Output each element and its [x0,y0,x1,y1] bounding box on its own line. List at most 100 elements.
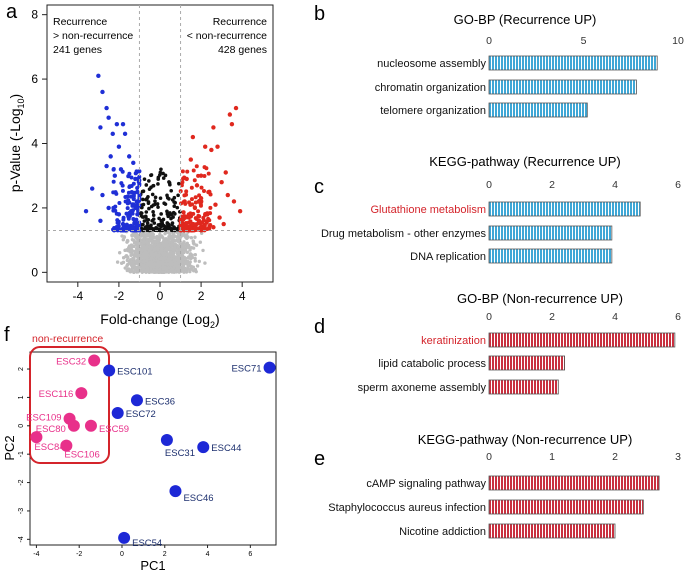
volcano-gray-point [156,270,161,274]
volcano-red-point [195,227,200,232]
volcano-gray-point [164,244,169,248]
volcano-x-tick-label: -4 [72,289,83,303]
volcano-black-point [151,184,155,188]
volcano-gray-point [131,244,136,248]
volcano-red-point [191,168,196,173]
volcano-blue-point [131,181,136,186]
pca-point-label: ESC46 [183,493,213,504]
bar [488,355,565,371]
volcano-gray-point [122,235,127,239]
volcano-gray-point [192,242,196,246]
bar [488,225,613,241]
pca-x-tick-label: 6 [248,551,252,558]
annotation-right-line2: < non-recurrence [187,30,267,42]
non-recurrence-group-box [29,346,110,464]
volcano-blue-point [135,185,140,190]
volcano-red-point [193,225,198,230]
volcano-red-point [190,202,195,207]
volcano-black-point [165,196,170,200]
chart-ticks: 0 1 2 3 [486,451,681,463]
volcano-gray-point [188,248,192,252]
volcano-blue-point [98,125,103,130]
volcano-gray-point [171,254,175,258]
volcano-gray-point [125,258,129,263]
volcano-blue-point [120,121,126,127]
volcano-black-point [168,182,172,187]
x-tick-label: 5 [581,35,587,47]
pca-y-tick-label: 0 [18,424,25,428]
volcano-gray-point [167,269,171,274]
volcano-gray-point [157,257,162,261]
volcano-blue-point [135,199,140,204]
volcano-black-point [144,210,149,214]
volcano-black-point [167,213,172,218]
volcano-gray-point [121,260,126,265]
chart-title: GO-BP (Recurrence UP) [454,12,597,27]
volcano-red-point [190,221,196,227]
volcano-black-point [172,200,176,204]
category-label: lipid catabolic process [378,358,486,370]
x-tick-label: 4 [612,311,618,323]
volcano-blue-point [104,163,109,169]
volcano-gray-point [137,259,141,264]
volcano-gray-point [181,266,185,271]
volcano-black-point [150,192,155,197]
volcano-black-point [139,211,144,215]
volcano-gray-point [193,259,197,263]
volcano-gray-point [121,256,126,260]
volcano-blue-point [108,154,113,159]
volcano-gray-point [153,262,157,267]
volcano-gray-point [150,236,155,240]
chart-bars [488,332,676,395]
chart-categories: keratinization lipid catabolic process spe… [358,335,487,394]
volcano-black-point [162,201,166,205]
volcano-x-tick-label: 4 [239,289,246,303]
volcano-gray-point [193,256,197,261]
volcano-gray-point [193,235,197,239]
volcano-red-point [192,178,197,183]
volcano-gray-point [151,232,156,237]
volcano-black-point [152,221,157,225]
panel-letter-f: f [4,324,10,346]
volcano-red-point [227,112,233,117]
volcano-blue-point [127,184,132,189]
volcano-blue-point [121,217,126,222]
volcano-black-point [166,226,170,231]
volcano-gray-point [149,267,153,272]
volcano-gray-point [177,239,181,244]
volcano-blue-point [106,115,111,120]
volcano-red-point [202,189,207,194]
volcano-red-point [208,205,213,210]
volcano-black-point [158,196,163,201]
volcano-red-point [231,199,237,204]
pca-point-label: ESC32 [56,357,86,368]
x-tick-label: 10 [672,35,684,47]
volcano-black-point [145,221,150,225]
volcano-red-point [198,196,204,201]
volcano-black-point [145,196,149,201]
volcano-gray-point [169,235,173,239]
bar [488,201,641,217]
pca-point-esc44 [197,441,210,454]
non-recurrence-group-label: non-recurrence [32,333,103,345]
volcano-gray-point [183,248,188,252]
volcano-gray-point [155,265,160,269]
chart-bars [488,201,641,264]
pca-point-esc101 [103,364,116,377]
volcano-gray-point [117,251,122,255]
x-tick-label: 2 [549,179,555,191]
volcano-gray-point [182,255,187,260]
volcano-blue-point [125,206,130,211]
volcano-x-tick-label: -2 [114,289,125,303]
category-label: chromatin organization [375,82,486,94]
pca-point-esc116 [75,387,88,400]
annotation-left-line1: Recurrence [53,16,107,28]
volcano-red-point [213,202,218,207]
volcano-gray-point [143,233,148,238]
volcano-red-point [207,189,212,195]
volcano-red-point [203,144,208,149]
volcano-blue-point [137,181,142,186]
chart-categories: cAMP signaling pathway Staphylococcus aur… [328,478,486,538]
volcano-red-point [187,200,192,205]
volcano-gray-point [181,241,186,246]
